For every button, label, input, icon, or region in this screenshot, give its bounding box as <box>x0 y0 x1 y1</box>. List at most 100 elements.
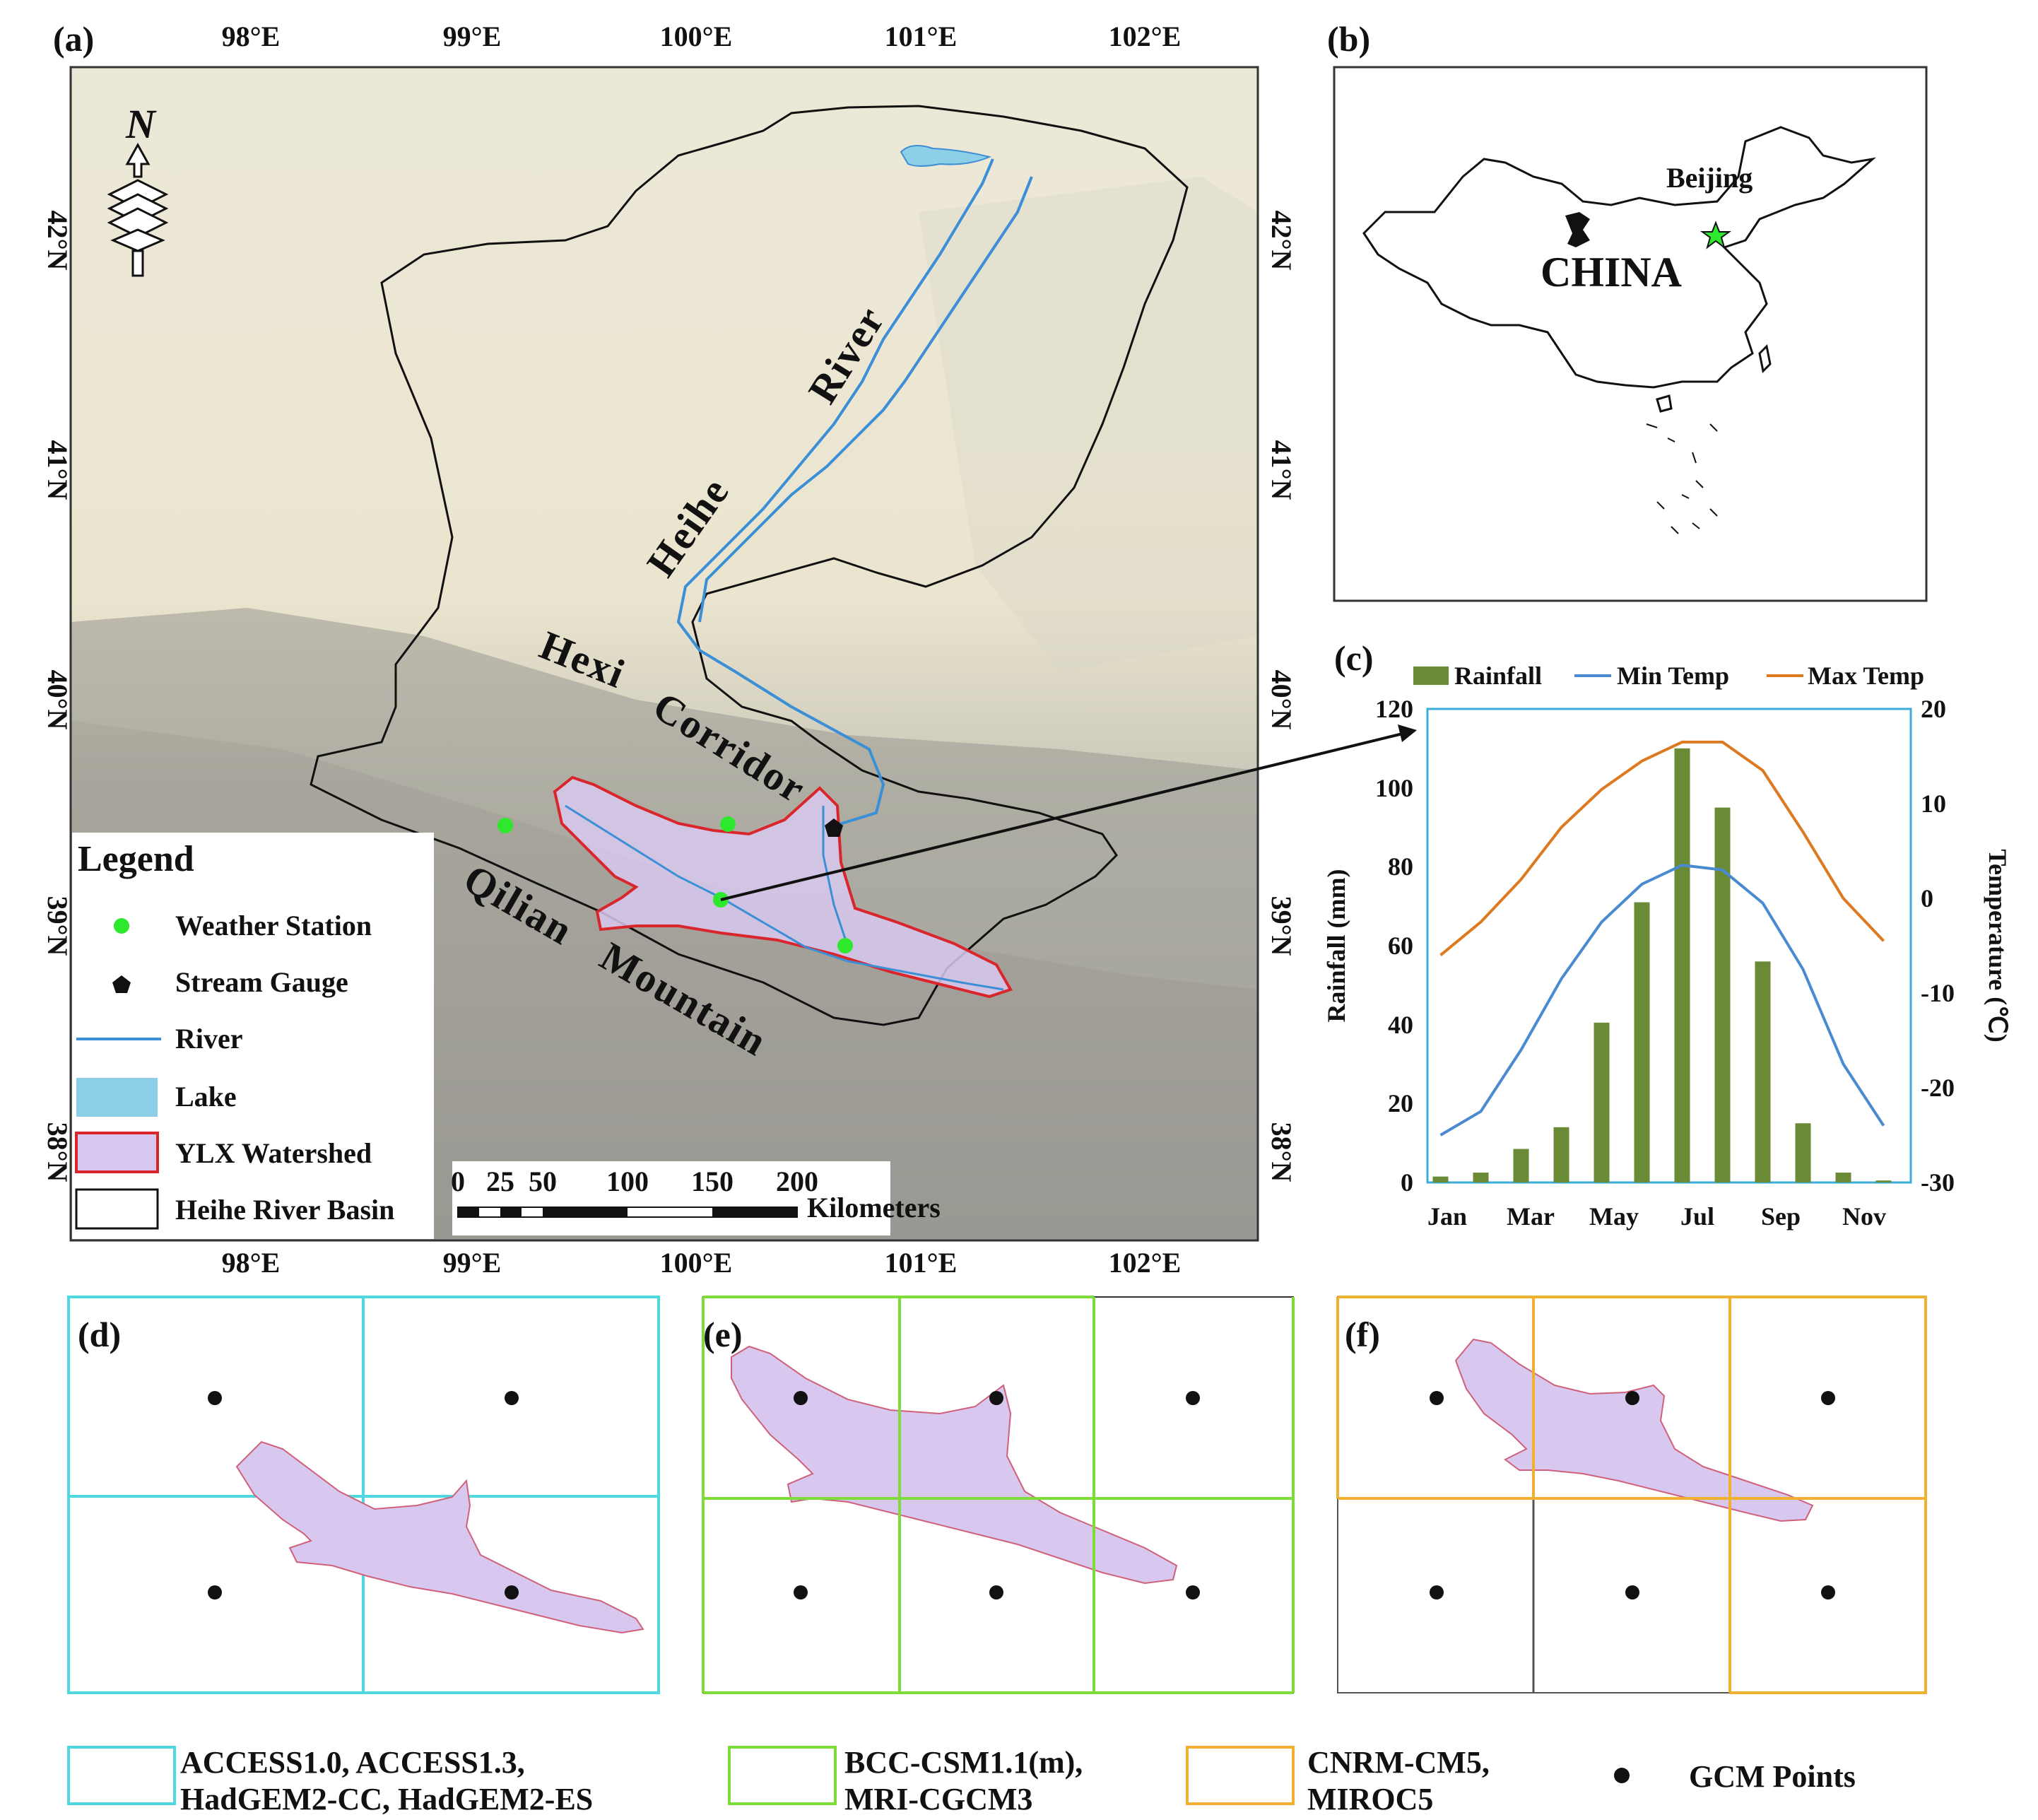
south-china-sea-islands <box>1646 423 1718 534</box>
panel-d-grid: (d) <box>67 1296 660 1694</box>
heihe-river <box>676 158 994 828</box>
legend-rainfall: Rainfall <box>1454 662 1542 690</box>
left-tick: 80 <box>1388 852 1413 881</box>
svg-text:99°E: 99°E <box>443 20 502 52</box>
legend-title: Legend <box>78 839 194 879</box>
legend-e-swatch <box>728 1746 837 1805</box>
scale-unit: Kilometers <box>807 1192 941 1223</box>
gcm-point-icon <box>208 1391 222 1405</box>
panel-a-map: River Heihe Hexi Corridor Qilian Mountai… <box>42 19 1297 1279</box>
svg-text:102°E: 102°E <box>1109 1247 1182 1279</box>
gcm-point-icon <box>208 1585 222 1599</box>
svg-text:25: 25 <box>486 1166 514 1197</box>
svg-text:39°N: 39°N <box>1266 896 1297 956</box>
map-legend: Legend Weather Station Stream Gauge Rive… <box>72 833 434 1239</box>
svg-text:39°N: 39°N <box>42 896 73 956</box>
right-tick: 20 <box>1921 695 1946 723</box>
legend-item-river: River <box>175 1023 243 1055</box>
svg-text:40°N: 40°N <box>1266 670 1297 730</box>
left-tick: 100 <box>1375 774 1413 802</box>
legend-d-models-line2: HadGEM2-CC, HadGEM2-ES <box>180 1782 593 1816</box>
panel-f-gcm-grid <box>1336 1296 1927 1694</box>
heihe-basin-location <box>1565 212 1590 247</box>
map-frame <box>69 66 1259 1242</box>
legend-e-models-line1: BCC-CSM1.1(m), <box>844 1745 1083 1780</box>
ylx-watershed-map <box>553 775 1013 999</box>
legend-station-icon <box>114 918 129 934</box>
svg-text:N: N <box>125 101 157 147</box>
panel-label-f: (f) <box>1345 1315 1380 1354</box>
chart-frame <box>1426 708 1912 1184</box>
gcm-point-icon <box>505 1391 519 1405</box>
max-temp-line <box>1439 740 1885 956</box>
lon-labels-bottom: 98°E 99°E 100°E 101°E 102°E <box>222 1247 1182 1279</box>
right-tick: -20 <box>1921 1074 1955 1102</box>
rainfall-bar <box>1513 1149 1529 1182</box>
left-tick: 60 <box>1388 932 1413 960</box>
rainfall-bar <box>1553 1127 1569 1182</box>
right-tick: -30 <box>1921 1168 1955 1197</box>
svg-text:100: 100 <box>606 1166 649 1197</box>
y-right-label: Temperature (℃) <box>1984 849 2012 1042</box>
x-tick: Jan <box>1427 1202 1467 1231</box>
left-tick: 120 <box>1375 695 1413 723</box>
label-beijing: Beijing <box>1666 162 1753 194</box>
panel-b-china-inset: (b) CHINA Beijing <box>1327 19 1928 602</box>
panel-e-watershed <box>731 1345 1178 1585</box>
x-axis-ticks: Jan Mar May Jul Sep Nov <box>1427 1202 1886 1231</box>
gcm-point-icon <box>989 1585 1003 1599</box>
stream-gauge-marker <box>825 818 843 837</box>
china-outline <box>1362 126 1876 389</box>
north-arrow-icon: N <box>107 101 169 277</box>
left-axis-ticks: 0 20 40 60 80 100 120 <box>1375 695 1413 1197</box>
ylx-watershed-tributary <box>822 806 849 948</box>
legend-rainfall-swatch <box>1413 667 1449 685</box>
rainfall-bar <box>1594 1022 1610 1182</box>
chart-legend: Rainfall Min Temp Max Temp <box>1413 662 1924 690</box>
panel-e-gcm-grid <box>702 1296 1295 1694</box>
chart-plot-area <box>1432 740 1892 1182</box>
gcm-point-icon <box>1186 1391 1200 1405</box>
legend-f-models-line1: CNRM-CM5, <box>1307 1745 1490 1780</box>
svg-text:200: 200 <box>776 1166 818 1197</box>
right-tick: 10 <box>1921 789 1946 818</box>
legend-gcm-point-icon <box>1614 1768 1630 1783</box>
gcm-point-icon <box>989 1391 1003 1405</box>
svg-text:101°E: 101°E <box>885 1247 958 1279</box>
svg-text:41°N: 41°N <box>1266 440 1297 500</box>
right-axis-ticks: -30 -20 -10 0 10 20 <box>1921 695 1955 1197</box>
legend-watershed-icon <box>75 1132 159 1173</box>
legend-gcm-points: GCM Points <box>1689 1759 1856 1794</box>
weather-station-marker <box>720 816 736 832</box>
rainfall-bar <box>1835 1173 1851 1182</box>
gcm-point-icon <box>505 1585 519 1599</box>
svg-text:50: 50 <box>529 1166 557 1197</box>
svg-text:100°E: 100°E <box>660 1247 733 1279</box>
lon-labels-top: 98°E 99°E 100°E 101°E 102°E <box>222 20 1182 52</box>
rainfall-bar <box>1755 961 1771 1182</box>
heihe-river-east-branch <box>698 176 1033 623</box>
panel-f-background <box>1337 1296 1926 1693</box>
rainfall-bar <box>1795 1123 1811 1182</box>
gcm-point-icon <box>1430 1391 1444 1405</box>
panel-label-c: (c) <box>1334 638 1374 678</box>
legend-f-swatch <box>1186 1746 1295 1805</box>
hainan-island <box>1656 394 1673 413</box>
lat-labels-left: 42°N 41°N 40°N 39°N 38°N <box>42 211 73 1182</box>
panel-label-d: (d) <box>78 1315 121 1354</box>
heihe-basin-outline <box>310 105 1189 1026</box>
lake-shape <box>900 145 992 167</box>
rainfall-bar <box>1473 1173 1489 1182</box>
right-tick: -10 <box>1921 979 1955 1007</box>
legend-item-heihe-basin: Heihe River Basin <box>175 1194 394 1226</box>
rainfall-bar <box>1714 807 1731 1182</box>
label-china: CHINA <box>1541 249 1682 295</box>
panel-d-gcm-grid <box>67 1296 660 1694</box>
y-left-label: Rainfall (mm) <box>1322 869 1350 1023</box>
legend-item-lake: Lake <box>175 1081 237 1112</box>
legend-item-ylx-watershed: YLX Watershed <box>175 1137 372 1169</box>
legend-gauge-icon <box>112 975 131 993</box>
x-tick: Jul <box>1680 1202 1714 1231</box>
left-tick: 20 <box>1388 1089 1413 1117</box>
